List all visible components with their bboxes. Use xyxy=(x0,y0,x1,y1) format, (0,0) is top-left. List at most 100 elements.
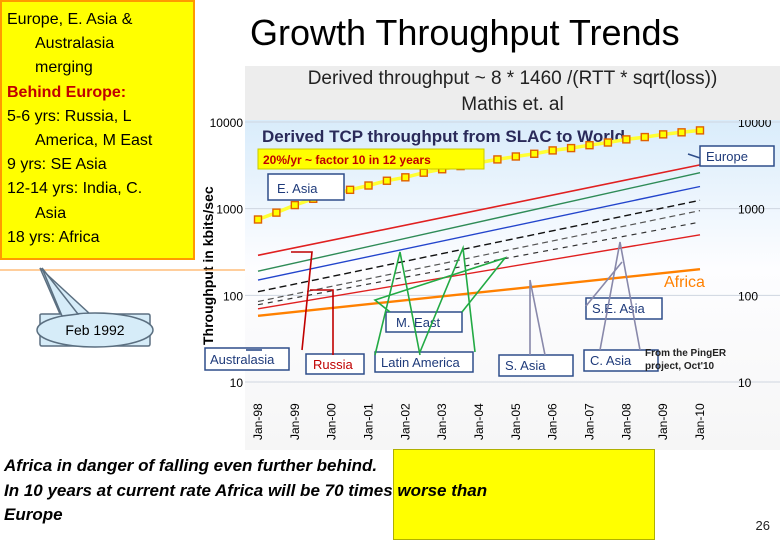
region-labels: E. Asia Europe Africa S.E. Asia M. East … xyxy=(204,145,775,377)
europe-data-point xyxy=(253,215,263,224)
pointer-latin-america xyxy=(374,251,421,356)
formula-line: Derived throughput ~ 8 * 1460 /(RTT * sq… xyxy=(307,68,718,89)
y-tick-label: 100 xyxy=(738,289,758,303)
note-line: America, M East xyxy=(35,132,153,150)
y-axis-label: Throughput in kbits/sec xyxy=(200,186,216,345)
y-tick-label: 100 xyxy=(223,289,243,303)
x-tick-label: Jan-02 xyxy=(398,403,412,440)
europe-data-point xyxy=(548,146,557,155)
label-box-c-asia xyxy=(583,349,659,372)
europe-data-point xyxy=(345,185,355,195)
pointer-russia-2 xyxy=(310,289,334,355)
y-tick-label: 10 xyxy=(230,376,244,390)
y-tick-labels-left: 10 100 1000 10000 xyxy=(210,116,244,390)
europe-data-point xyxy=(511,152,521,161)
pointer-s-asia xyxy=(529,279,546,356)
label-box-europe xyxy=(699,145,775,167)
x-tick-label: Jan-10 xyxy=(693,403,707,440)
bottom-note-line: Africa in danger of falling even further… xyxy=(4,456,378,475)
note-line: Australasia xyxy=(35,35,115,53)
label-se-asia: S.E. Asia xyxy=(592,301,646,316)
europe-data-point xyxy=(493,155,502,164)
formula-box: Derived throughput ~ 8 * 1460 /(RTT * sq… xyxy=(245,66,780,120)
x-tick-label: Jan-07 xyxy=(583,403,597,440)
europe-data-point xyxy=(272,208,281,217)
note-line: merging xyxy=(35,59,93,77)
label-box-e-asia xyxy=(267,173,345,201)
summary-note: Europe, E. Asia & Australasia merging Be… xyxy=(0,0,195,260)
x-tick-label: Jan-00 xyxy=(325,403,339,440)
pointer-russia xyxy=(291,251,313,351)
y-tick-label: 1000 xyxy=(738,203,765,217)
europe-data-point xyxy=(364,181,373,190)
label-australasia: Australasia xyxy=(210,352,275,367)
note-line: 5-6 yrs: Russia, L xyxy=(7,107,132,125)
page-number: 26 xyxy=(755,518,770,533)
x-tick-label: Jan-01 xyxy=(362,403,376,440)
series-line-3 xyxy=(257,185,701,281)
source-note-line2: project, Oct'10 xyxy=(645,361,715,372)
growth-label: 20%/yr ~ factor 10 in 12 years xyxy=(263,153,431,167)
label-m-east: M. East xyxy=(396,315,440,330)
series-line-1 xyxy=(257,164,701,257)
label-box-m-east xyxy=(385,311,463,333)
label-latin-america: Latin America xyxy=(381,355,461,370)
formula-citation: Mathis et. al xyxy=(461,94,564,115)
label-box-australasia xyxy=(204,347,290,371)
label-box-s-asia xyxy=(498,354,574,377)
y-tick-label: 1000 xyxy=(216,203,243,217)
europe-data-point xyxy=(585,140,594,150)
series-line-4 xyxy=(257,199,701,293)
note-line: 18 yrs: Africa xyxy=(7,228,100,246)
x-tick-label: Jan-98 xyxy=(251,403,265,440)
x-tick-labels: Jan-98 Jan-99 Jan-00 Jan-01 Jan-02 Jan-03 Jan-… xyxy=(251,403,707,440)
y-tick-label: 10 xyxy=(738,376,752,390)
feb-1992-callout: Feb 1992 xyxy=(0,267,245,348)
europe-data-point xyxy=(640,132,649,142)
label-africa: Africa xyxy=(664,274,705,291)
europe-data-point xyxy=(603,138,613,147)
callout-bubble xyxy=(36,312,154,348)
series-line-6 xyxy=(257,221,701,306)
bottom-highlight xyxy=(393,449,655,540)
chart-title: Derived TCP throughput from SLAC to Worl… xyxy=(262,127,625,146)
europe-data-point xyxy=(695,126,705,135)
pointer-latin-america-2 xyxy=(419,244,476,353)
bottom-note-line: In 10 years at current rate Africa will … xyxy=(4,480,488,500)
note-line: 9 yrs: SE Asia xyxy=(7,156,107,174)
note-line: 12-14 yrs: India, C. xyxy=(7,180,143,198)
europe-data-point xyxy=(290,200,300,210)
x-tick-label: Jan-99 xyxy=(288,403,302,440)
label-europe: Europe xyxy=(706,149,748,164)
series-line-5 xyxy=(257,210,701,303)
label-s-asia: S. Asia xyxy=(505,358,546,373)
label-box-latin-america xyxy=(374,351,474,373)
pointer-se-asia xyxy=(585,261,623,307)
note-line: Asia xyxy=(35,204,67,222)
europe-data-point xyxy=(401,173,410,182)
callout-tail xyxy=(41,267,80,317)
label-russia: Russia xyxy=(313,357,354,372)
grid xyxy=(245,121,780,383)
slide-title: Growth Throughput Trends xyxy=(250,12,680,53)
bottom-note-line: Europe xyxy=(4,505,63,524)
pointer-europe xyxy=(687,153,701,159)
note-heading: Behind Europe: xyxy=(7,83,127,101)
x-tick-label: Jan-09 xyxy=(656,403,670,440)
label-c-asia: C. Asia xyxy=(590,353,632,368)
source-note-line1: From the PingER xyxy=(645,348,727,359)
growth-label-box xyxy=(257,148,485,170)
europe-data-point xyxy=(622,135,631,144)
label-box-russia xyxy=(305,353,365,375)
callout-text: Feb 1992 xyxy=(65,322,124,338)
europe-data-point xyxy=(677,128,686,137)
bottom-note: Africa in danger of falling even further… xyxy=(4,454,644,528)
x-tick-label: Jan-03 xyxy=(435,403,449,440)
note-line: Europe, E. Asia & xyxy=(7,11,133,28)
x-tick-label: Jan-04 xyxy=(472,403,486,440)
label-box-se-asia xyxy=(585,297,663,320)
europe-data-point xyxy=(658,130,668,139)
x-tick-label: Jan-06 xyxy=(546,403,560,440)
pointer-c-asia xyxy=(599,241,641,351)
